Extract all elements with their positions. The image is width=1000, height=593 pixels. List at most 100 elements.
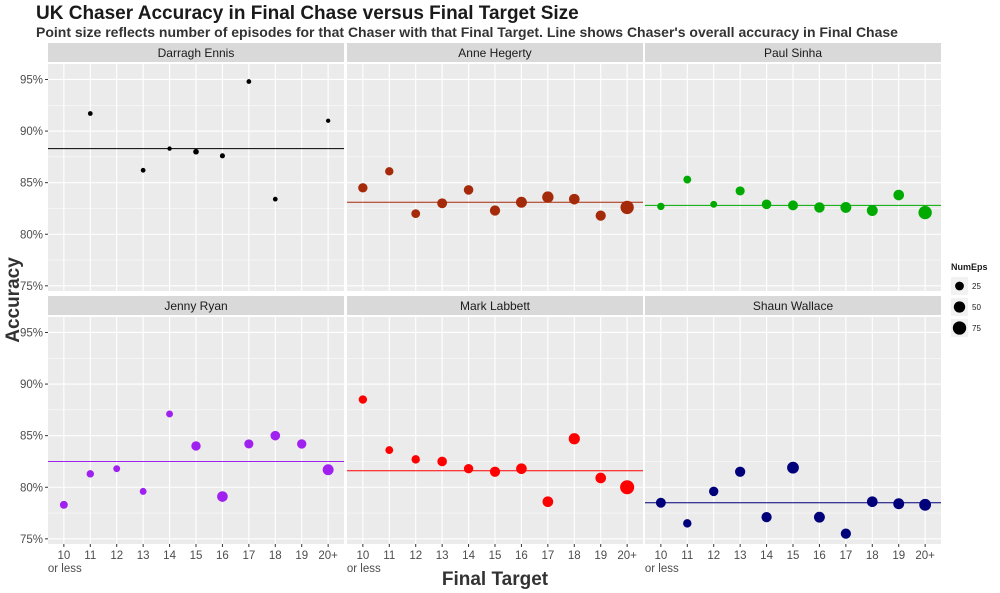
y-tick-label: 95% — [20, 327, 43, 339]
panel-anne-hegerty: Anne Hegerty — [347, 43, 643, 291]
strip-label: Shaun Wallace — [753, 299, 834, 313]
data-point — [297, 439, 307, 449]
data-point — [918, 205, 932, 220]
y-tick-label: 85% — [20, 431, 43, 443]
x-tick-label: 15 — [190, 550, 203, 562]
panel-darragh-ennis: Darragh Ennis 75% 80% 85% 90% 95% — [20, 43, 344, 293]
x-tick-label: 18 — [269, 550, 282, 562]
data-point — [813, 511, 825, 523]
x-tick-label: 19 — [892, 550, 905, 562]
x-axis-title: Final Target — [442, 569, 549, 590]
data-point — [411, 455, 420, 464]
chart-title: UK Chaser Accuracy in Final Chase versus… — [36, 3, 579, 24]
data-point — [683, 519, 692, 528]
data-point — [385, 167, 394, 176]
x-tick-label: 12 — [707, 550, 720, 562]
data-point — [893, 498, 905, 510]
data-point — [139, 487, 147, 495]
x-tick-label: 14 — [462, 550, 475, 562]
y-tick-label: 85% — [20, 178, 43, 190]
legend-key-point — [952, 321, 967, 335]
data-point — [788, 200, 798, 211]
x-tick-label: 12 — [409, 550, 422, 562]
legend-key-point — [953, 301, 966, 313]
data-point — [709, 486, 719, 497]
data-point — [620, 200, 634, 215]
x-tick-label: 10 — [654, 550, 667, 562]
data-point — [568, 193, 580, 205]
data-point — [595, 210, 606, 221]
strip-label: Darragh Ennis — [158, 46, 235, 60]
data-point — [463, 185, 474, 195]
x-tick-label: 14 — [163, 550, 176, 562]
x-tick-label: 20+ — [318, 550, 338, 562]
data-point — [86, 470, 94, 478]
data-point — [358, 395, 368, 404]
x-tick-label: 14 — [760, 550, 773, 562]
x-tick-label: 16 — [216, 550, 229, 562]
data-point — [568, 433, 580, 445]
x-tick-label: 20+ — [617, 550, 637, 562]
x-tick-label: 15 — [787, 550, 800, 562]
data-point — [193, 148, 199, 155]
data-point — [167, 146, 172, 151]
data-point — [893, 189, 905, 201]
x-tick-label: 10 — [356, 550, 369, 562]
data-point — [542, 496, 554, 508]
strip-background — [347, 43, 643, 62]
x-tick-label-line2: or less — [48, 563, 82, 575]
data-point — [814, 202, 825, 213]
data-point — [515, 196, 527, 208]
strip-background — [48, 296, 344, 315]
chart-subtitle: Point size reflects number of episodes f… — [36, 24, 898, 40]
data-point — [683, 175, 692, 184]
data-point — [866, 496, 878, 508]
strip-label: Anne Hegerty — [458, 46, 531, 60]
panel-paul-sinha: Paul Sinha — [645, 43, 941, 291]
data-point — [217, 491, 228, 502]
data-point — [272, 196, 278, 202]
data-point — [437, 198, 448, 209]
data-point — [87, 111, 93, 116]
data-point — [140, 167, 146, 173]
data-point — [735, 466, 746, 477]
legend-title: NumEps — [951, 262, 988, 272]
x-tick-label: 10 — [57, 550, 70, 562]
data-point — [655, 497, 666, 508]
x-tick-label: 11 — [383, 550, 395, 562]
data-point — [735, 186, 745, 196]
legend: NumEps 25 50 75 — [949, 256, 996, 346]
data-point — [59, 500, 68, 509]
data-point — [620, 480, 635, 495]
data-point — [358, 183, 368, 193]
strip-label: Mark Labbett — [460, 299, 531, 313]
data-point — [385, 446, 394, 455]
data-point — [787, 461, 799, 474]
x-tick-label: 13 — [137, 550, 150, 562]
x-tick-label-line2: or less — [645, 563, 679, 575]
x-tick-label: 19 — [594, 550, 607, 562]
y-tick-label: 75% — [20, 281, 43, 293]
data-point — [325, 118, 331, 123]
strip-background — [645, 296, 941, 315]
x-tick-label: 19 — [295, 550, 308, 562]
data-point — [710, 200, 718, 208]
y-tick-label: 90% — [20, 126, 43, 138]
data-point — [489, 205, 501, 216]
data-point — [489, 466, 501, 477]
y-tick-label: 80% — [20, 482, 43, 494]
data-point — [219, 153, 225, 159]
data-point — [191, 441, 201, 451]
x-tick-label: 11 — [681, 550, 693, 562]
x-tick-label: 13 — [734, 550, 747, 562]
data-point — [411, 209, 421, 219]
data-point — [463, 463, 474, 474]
data-point — [246, 79, 252, 84]
x-tick-label-line2: or less — [347, 563, 381, 575]
x-tick-label: 17 — [839, 550, 852, 562]
data-point — [840, 201, 852, 213]
x-tick-label: 20+ — [915, 550, 935, 562]
x-tick-label: 11 — [84, 550, 96, 562]
